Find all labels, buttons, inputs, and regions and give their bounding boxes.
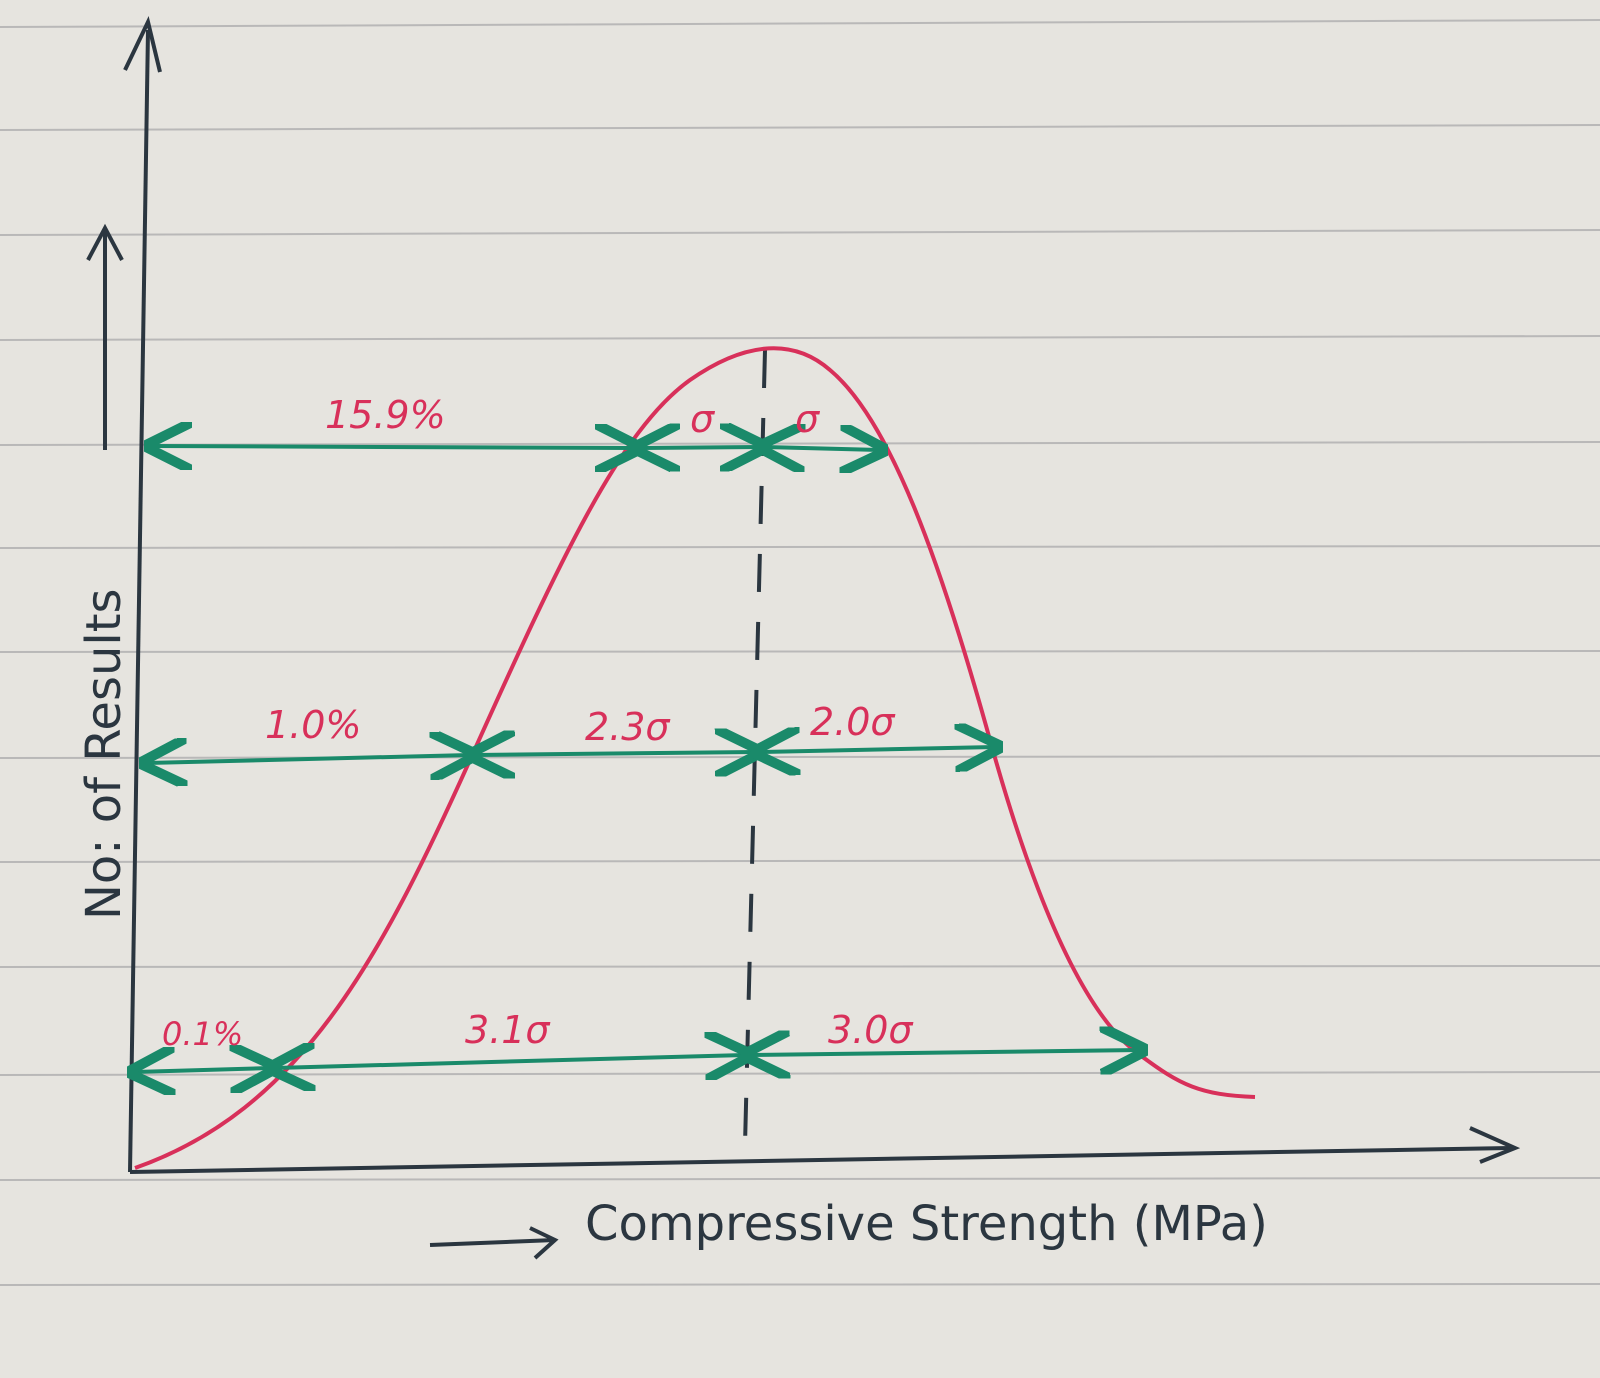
left-label-2sigma: 2.3σ xyxy=(585,705,671,749)
distribution-curve xyxy=(134,346,1256,1170)
left-label-3sigma: 3.1σ xyxy=(465,1008,551,1052)
right-label-1sigma: σ xyxy=(795,397,821,441)
y-axis-label-group: No: of Results xyxy=(76,223,132,920)
y-label-arrow xyxy=(86,223,124,450)
x-axis-label: Compressive Strength (MPa) xyxy=(585,1196,1268,1252)
right-label-2sigma: 2.0σ xyxy=(810,700,896,744)
x-axis-arrowhead xyxy=(1469,1126,1521,1164)
tail-label-2sigma: 1.0% xyxy=(265,703,362,747)
x-label-arrow xyxy=(429,1226,559,1260)
axes xyxy=(123,16,1521,1174)
tail-label-1sigma: 15.9% xyxy=(325,393,446,437)
sigma-arrows xyxy=(135,446,1140,1072)
paper-ruled-lines xyxy=(0,19,1600,1286)
y-axis-label: No: of Results xyxy=(76,588,132,920)
right-label-3sigma: 3.0σ xyxy=(828,1008,914,1052)
y-axis xyxy=(128,29,150,1173)
tail-label-3sigma: 0.1% xyxy=(162,1015,243,1053)
y-axis-arrowhead xyxy=(123,16,162,73)
x-axis-label-group: Compressive Strength (MPa) xyxy=(429,1196,1268,1260)
x-axis xyxy=(129,1146,1511,1174)
mean-dashed-line xyxy=(743,349,767,1146)
left-label-1sigma: σ xyxy=(690,397,716,441)
